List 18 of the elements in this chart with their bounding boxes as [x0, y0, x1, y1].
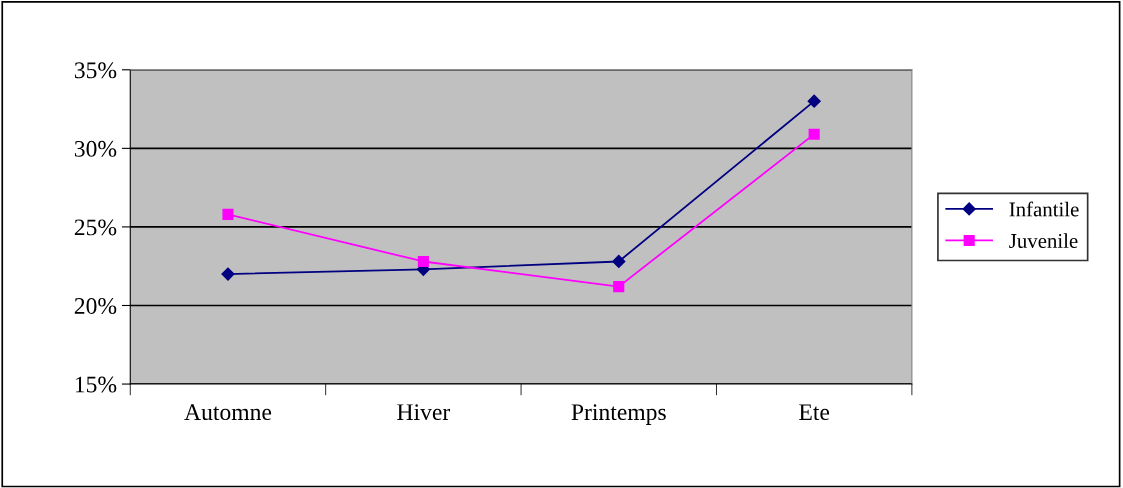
legend-label: Infantile	[1009, 201, 1079, 217]
point	[613, 281, 625, 293]
point	[417, 255, 429, 268]
x-tick-label: Automne	[184, 404, 272, 421]
point	[808, 128, 820, 140]
point	[222, 208, 234, 220]
x-tick-label: Ete	[799, 404, 830, 421]
point	[612, 254, 626, 269]
y-tick-label: 35%	[74, 62, 117, 79]
point	[807, 94, 821, 108]
y-tick-label: 20%	[74, 297, 117, 314]
point	[221, 267, 235, 281]
legend-label: Juvenile	[1009, 233, 1078, 248]
y-tick-label: 25%	[74, 219, 117, 236]
x-tick-label: Printemps	[571, 404, 666, 425]
y-tick-label: 15%	[75, 376, 117, 393]
y-tick-label: 30%	[74, 140, 117, 157]
x-tick-label: Hiver	[397, 404, 451, 421]
